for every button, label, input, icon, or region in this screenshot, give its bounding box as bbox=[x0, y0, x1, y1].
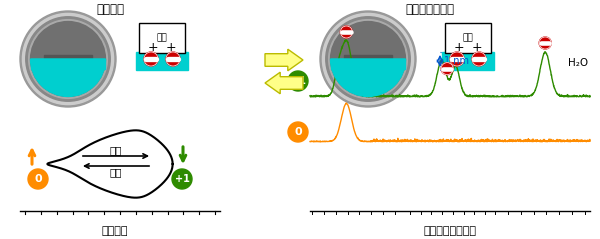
Wedge shape bbox=[331, 59, 406, 97]
Text: 電極: 電極 bbox=[463, 33, 473, 43]
Circle shape bbox=[326, 17, 410, 101]
Circle shape bbox=[450, 52, 464, 66]
Circle shape bbox=[288, 122, 308, 142]
Text: 酸化: 酸化 bbox=[110, 145, 122, 155]
FancyBboxPatch shape bbox=[139, 23, 185, 53]
Bar bbox=[31, 59, 106, 69]
Polygon shape bbox=[265, 72, 303, 94]
Text: +1: +1 bbox=[175, 174, 190, 184]
Text: 1 nm: 1 nm bbox=[444, 56, 469, 66]
Circle shape bbox=[331, 22, 406, 97]
Text: H₂O: H₂O bbox=[568, 58, 588, 68]
Circle shape bbox=[322, 13, 413, 105]
Circle shape bbox=[441, 63, 453, 75]
Text: +: + bbox=[166, 40, 176, 54]
Text: +1: +1 bbox=[290, 76, 305, 86]
Circle shape bbox=[29, 20, 107, 98]
Circle shape bbox=[472, 52, 486, 66]
Bar bbox=[44, 55, 92, 63]
Bar bbox=[442, 52, 494, 70]
Circle shape bbox=[329, 20, 407, 98]
Circle shape bbox=[28, 169, 48, 189]
Circle shape bbox=[26, 17, 110, 101]
Circle shape bbox=[20, 11, 116, 107]
Circle shape bbox=[320, 11, 416, 107]
Text: 印加電位: 印加電位 bbox=[102, 226, 128, 236]
Bar bbox=[344, 55, 392, 63]
Text: 0: 0 bbox=[294, 127, 302, 137]
Text: +: + bbox=[472, 40, 482, 54]
Text: 0: 0 bbox=[34, 174, 42, 184]
Circle shape bbox=[172, 169, 192, 189]
FancyBboxPatch shape bbox=[445, 23, 491, 53]
Text: +: + bbox=[454, 40, 464, 54]
Bar bbox=[380, 63, 385, 82]
Text: 電気二重層保持: 電気二重層保持 bbox=[406, 3, 455, 16]
Wedge shape bbox=[31, 59, 106, 97]
Bar bbox=[51, 63, 56, 82]
Text: 電極: 電極 bbox=[157, 33, 167, 43]
Circle shape bbox=[166, 52, 180, 66]
Bar bbox=[351, 63, 356, 82]
Text: 電子のエネルギー: 電子のエネルギー bbox=[424, 226, 476, 236]
Circle shape bbox=[539, 37, 551, 49]
Text: +: + bbox=[148, 40, 158, 54]
Bar bbox=[80, 63, 85, 82]
Text: 還元: 還元 bbox=[110, 167, 122, 177]
Circle shape bbox=[144, 52, 158, 66]
Circle shape bbox=[31, 22, 106, 97]
Circle shape bbox=[22, 13, 113, 105]
Text: 電気化学: 電気化学 bbox=[96, 3, 124, 16]
Bar bbox=[136, 52, 188, 70]
Bar bbox=[331, 59, 406, 69]
Circle shape bbox=[340, 26, 352, 38]
Circle shape bbox=[288, 71, 308, 91]
Polygon shape bbox=[265, 49, 303, 71]
